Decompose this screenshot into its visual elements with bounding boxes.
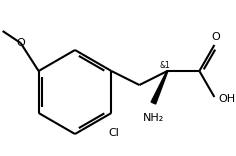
Text: &1: &1 (159, 61, 170, 71)
Text: O: O (211, 32, 220, 42)
Polygon shape (151, 71, 168, 104)
Text: NH₂: NH₂ (143, 113, 164, 123)
Text: O: O (16, 38, 25, 48)
Text: Cl: Cl (108, 128, 119, 138)
Text: OH: OH (218, 94, 236, 104)
